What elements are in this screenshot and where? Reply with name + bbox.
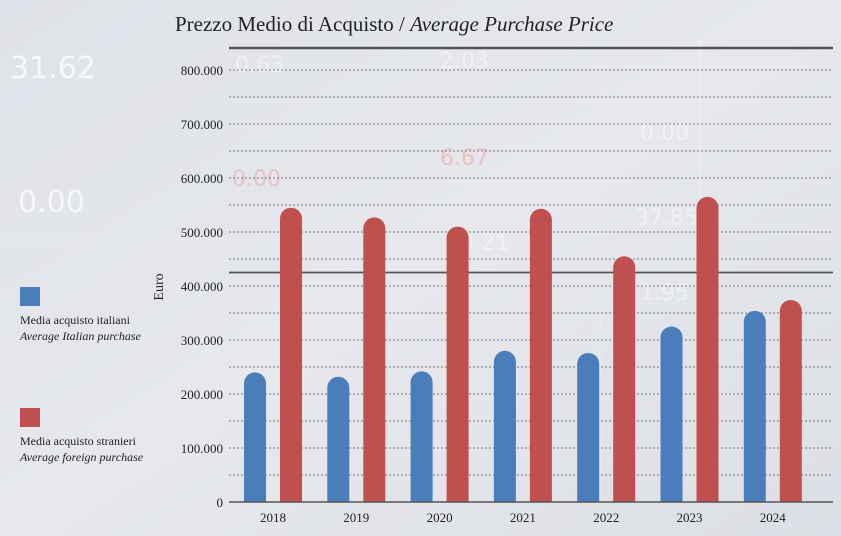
x-tick-label: 2021 bbox=[510, 510, 536, 525]
y-axis-label: Euro bbox=[152, 273, 167, 300]
y-tick-label: 600.000 bbox=[181, 171, 223, 186]
legend-label-italian: Media acquisto italiani bbox=[20, 313, 130, 327]
y-tick-label: 100.000 bbox=[181, 441, 223, 456]
legend-label-italian-en: Average Italian purchase bbox=[20, 329, 141, 343]
x-tick-label: 2024 bbox=[760, 510, 787, 525]
chart-title: Prezzo Medio di Acquisto / Average Purch… bbox=[175, 12, 613, 37]
svg-text:2.03: 2.03 bbox=[440, 49, 489, 74]
legend-label-foreign: Media acquisto stranieri bbox=[20, 434, 136, 448]
x-tick-label: 2023 bbox=[677, 510, 703, 525]
bar-italian bbox=[244, 372, 266, 502]
y-tick-label: 400.000 bbox=[181, 279, 223, 294]
bar-italian bbox=[327, 376, 350, 502]
chart-title-italian: Prezzo Medio di Acquisto bbox=[175, 12, 394, 36]
svg-text:0.00: 0.00 bbox=[18, 185, 85, 220]
svg-text:0.00: 0.00 bbox=[640, 121, 689, 146]
x-tick-label: 2020 bbox=[427, 510, 453, 525]
bar-foreign bbox=[696, 196, 719, 502]
svg-text:31.62: 31.62 bbox=[10, 51, 96, 86]
svg-text:1.95: 1.95 bbox=[640, 281, 689, 306]
y-tick-label: 700.000 bbox=[181, 117, 223, 132]
bar-italian bbox=[743, 310, 766, 502]
bar-italian bbox=[577, 352, 600, 502]
y-tick-label: 500.000 bbox=[181, 225, 223, 240]
x-tick-label: 2019 bbox=[343, 510, 369, 525]
y-tick-label: 200.000 bbox=[181, 387, 223, 402]
bar-foreign bbox=[280, 207, 302, 502]
legend-swatch-italian bbox=[20, 287, 40, 306]
legend-label-foreign-en: Average foreign purchase bbox=[20, 450, 144, 464]
bar-foreign bbox=[446, 226, 469, 502]
y-tick-label: 300.000 bbox=[181, 333, 223, 348]
y-tick-label: 0 bbox=[217, 495, 224, 510]
legend-item-italian: Media acquisto italiani Average Italian … bbox=[20, 287, 141, 344]
bar-italian bbox=[410, 371, 433, 502]
chart-title-english: Average Purchase Price bbox=[410, 12, 614, 36]
svg-text:0.00: 0.00 bbox=[232, 167, 281, 192]
x-tick-label: 2022 bbox=[593, 510, 619, 525]
chart-title-separator: / bbox=[393, 12, 411, 36]
legend-swatch-foreign bbox=[20, 408, 40, 427]
svg-text:37.85: 37.85 bbox=[635, 206, 698, 231]
bar-foreign bbox=[529, 208, 552, 502]
legend-item-foreign: Media acquisto stranieri Average foreign… bbox=[20, 408, 143, 465]
bar-foreign bbox=[363, 217, 386, 502]
svg-text:0.63: 0.63 bbox=[235, 53, 284, 78]
bar-foreign bbox=[779, 300, 802, 502]
bar-italian bbox=[493, 350, 516, 502]
svg-text:6.67: 6.67 bbox=[440, 146, 489, 171]
y-tick-label: 800.000 bbox=[181, 63, 223, 78]
x-tick-label: 2018 bbox=[260, 510, 286, 525]
bar-italian bbox=[660, 326, 683, 502]
bar-foreign bbox=[613, 256, 636, 502]
